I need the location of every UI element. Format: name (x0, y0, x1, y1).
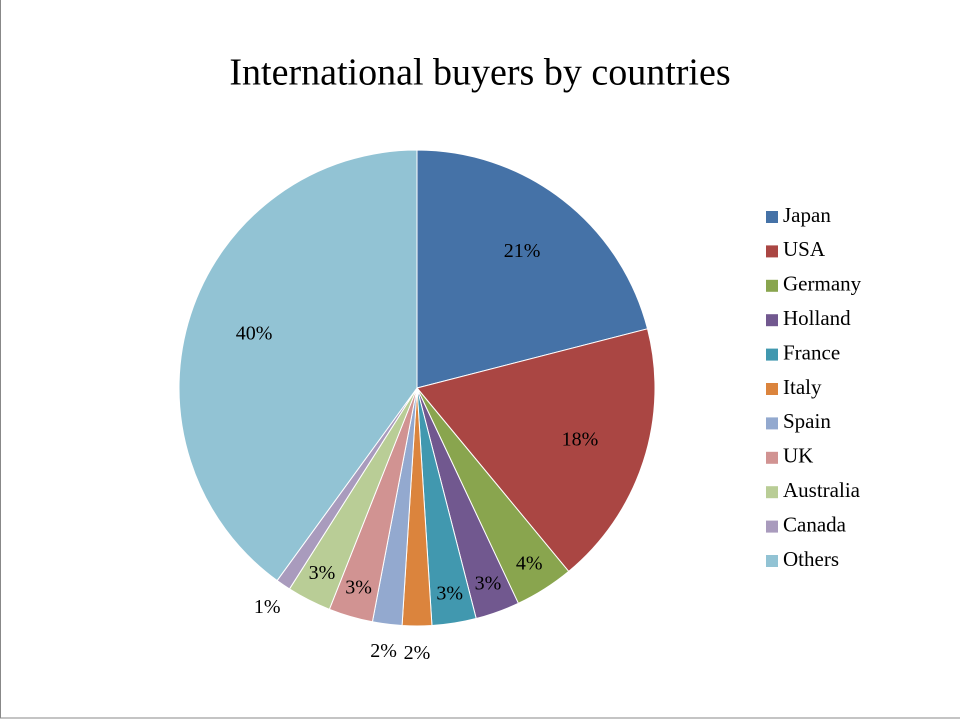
legend-label: Spain (783, 409, 831, 433)
data-label: 4% (516, 552, 543, 574)
legend-swatch (766, 451, 778, 464)
data-label: 1% (254, 596, 281, 618)
data-label: 3% (345, 577, 372, 599)
data-label: 2% (404, 642, 431, 664)
pie-slice (416, 149, 649, 389)
legend-label: Germany (783, 272, 862, 296)
data-label: 18% (562, 429, 599, 451)
legend-swatch (766, 279, 778, 292)
legend-swatch (766, 520, 778, 533)
legend-label: Others (783, 547, 839, 571)
legend-swatch (766, 486, 778, 499)
data-label: 3% (475, 573, 502, 595)
data-label: 3% (309, 562, 336, 584)
chart-title: International buyers by countries (229, 52, 730, 94)
legend-label: UK (783, 444, 813, 468)
legend-label: Japan (783, 203, 831, 227)
legend-swatch (766, 245, 778, 258)
legend-swatch (766, 383, 778, 395)
legend-swatch (766, 348, 778, 361)
legend-label: Canada (783, 512, 847, 536)
pie-slice (416, 328, 656, 573)
legend-label: Holland (783, 306, 851, 330)
legend-label: Italy (783, 375, 822, 399)
data-label: 40% (236, 323, 273, 345)
data-label: 3% (436, 582, 463, 604)
legend-swatch (766, 555, 778, 567)
data-label: 21% (504, 240, 541, 262)
legend-label: France (783, 340, 840, 364)
legend-label: USA (783, 237, 826, 261)
pie-slice (178, 149, 418, 582)
data-label: 2% (370, 640, 397, 662)
legend-swatch (766, 211, 778, 223)
legend-swatch (766, 314, 778, 327)
legend-label: Australia (783, 478, 861, 502)
legend-swatch (766, 417, 778, 430)
